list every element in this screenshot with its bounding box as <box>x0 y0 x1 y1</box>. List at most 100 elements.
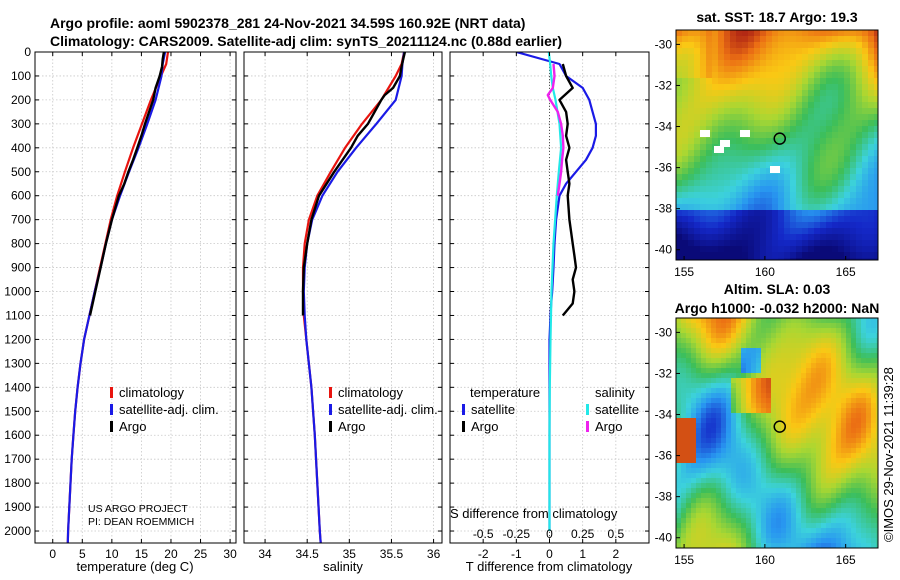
y-tick-label: 1900 <box>4 500 31 514</box>
heatmap-cell <box>706 228 713 235</box>
heatmap-cell <box>736 393 742 399</box>
heatmap-cell <box>826 448 832 454</box>
heatmap-cell <box>681 373 687 379</box>
heatmap-cell <box>806 373 812 379</box>
heatmap-cell <box>874 174 878 181</box>
heatmap-cell <box>856 234 863 241</box>
heatmap-cell <box>801 403 807 409</box>
heatmap-cell <box>816 333 822 339</box>
heatmap-cell <box>682 186 689 193</box>
heatmap-cell <box>846 448 852 454</box>
heatmap-cell <box>811 408 817 414</box>
heatmap-cell <box>772 156 779 163</box>
heatmap-cell <box>781 328 787 334</box>
heatmap-cell <box>876 423 878 429</box>
heatmap-cell <box>808 192 815 199</box>
legend-label-satellite: satellite-adj. clim. <box>119 402 219 417</box>
heatmap-cell <box>776 483 782 489</box>
heatmap-cell <box>796 408 802 414</box>
heatmap-cell <box>742 54 749 61</box>
heatmap-cell <box>871 358 877 364</box>
heatmap-cell <box>706 174 713 181</box>
heatmap-cell <box>746 508 752 514</box>
heatmap-cell <box>771 508 777 514</box>
heatmap-cell <box>742 144 749 151</box>
heatmap-cell <box>866 353 872 359</box>
heatmap-cell <box>731 433 737 439</box>
heatmap-cell <box>676 318 682 324</box>
heatmap-cell <box>718 36 725 43</box>
heatmap-cell <box>736 48 743 55</box>
heatmap-cell <box>691 348 697 354</box>
heatmap-cell <box>832 126 839 133</box>
heatmap-cell <box>736 228 743 235</box>
heatmap-cell <box>682 84 689 91</box>
heatmap-cell <box>736 538 742 544</box>
heatmap-cell <box>730 66 737 73</box>
heatmap-cell <box>844 162 851 169</box>
heatmap-cell <box>754 252 761 259</box>
heatmap-cell <box>696 433 702 439</box>
heatmap-cell <box>801 333 807 339</box>
heatmap-cell <box>820 144 827 151</box>
heatmap-cell <box>874 120 878 127</box>
heatmap-cell <box>791 343 797 349</box>
heatmap-cell <box>791 453 797 459</box>
heatmap-cell <box>756 378 762 384</box>
heatmap-cell <box>736 348 742 354</box>
heatmap-cell <box>716 443 722 449</box>
heatmap-cell <box>796 228 803 235</box>
heatmap-cell <box>856 318 862 324</box>
heatmap-cell <box>826 438 832 444</box>
heatmap-cell <box>751 323 757 329</box>
heatmap-cell <box>681 528 687 534</box>
heatmap-cell <box>716 378 722 384</box>
heatmap-cell <box>776 323 782 329</box>
heatmap-cell <box>741 483 747 489</box>
heatmap-cell <box>688 120 695 127</box>
heatmap-cell <box>851 398 857 404</box>
heatmap-cell <box>696 403 702 409</box>
heatmap-cell <box>826 126 833 133</box>
heatmap-cell <box>802 72 809 79</box>
heatmap-cell <box>868 258 875 260</box>
heatmap-cell <box>766 498 772 504</box>
heatmap-cell <box>741 443 747 449</box>
heatmap-cell <box>681 493 687 499</box>
heatmap-cell <box>821 433 827 439</box>
heatmap-cell <box>748 54 755 61</box>
heatmap-cell <box>790 72 797 79</box>
heatmap-cell <box>876 333 878 339</box>
heatmap-cell <box>726 428 732 434</box>
heatmap-cell <box>866 388 872 394</box>
heatmap-cell <box>838 138 845 145</box>
heatmap-cell <box>681 508 687 514</box>
heatmap-cell <box>731 353 737 359</box>
heatmap-cell <box>806 378 812 384</box>
heatmap-cell <box>706 493 712 499</box>
heatmap-cell <box>826 418 832 424</box>
heatmap-cell <box>836 463 842 469</box>
heatmap-cell <box>876 338 878 344</box>
heatmap-cell <box>844 78 851 85</box>
heatmap-cell <box>736 388 742 394</box>
heatmap-cell <box>876 323 878 329</box>
heatmap-cell <box>831 348 837 354</box>
heatmap-cell <box>676 408 682 414</box>
heatmap-cell <box>866 468 872 474</box>
heatmap-cell <box>706 30 713 37</box>
heatmap-cell <box>836 343 842 349</box>
heatmap-cell <box>796 192 803 199</box>
y-tick-label: 1400 <box>4 380 31 394</box>
heatmap-cell <box>686 428 692 434</box>
heatmap-cell <box>778 204 785 211</box>
heatmap-cell <box>756 503 762 509</box>
heatmap-cell <box>771 363 777 369</box>
heatmap-cell <box>808 78 815 85</box>
heatmap-cell <box>718 234 725 241</box>
heatmap-cell <box>801 418 807 424</box>
heatmap-cell <box>816 388 822 394</box>
heatmap-cell <box>736 473 742 479</box>
heatmap-cell <box>776 463 782 469</box>
heatmap-cell <box>731 368 737 374</box>
